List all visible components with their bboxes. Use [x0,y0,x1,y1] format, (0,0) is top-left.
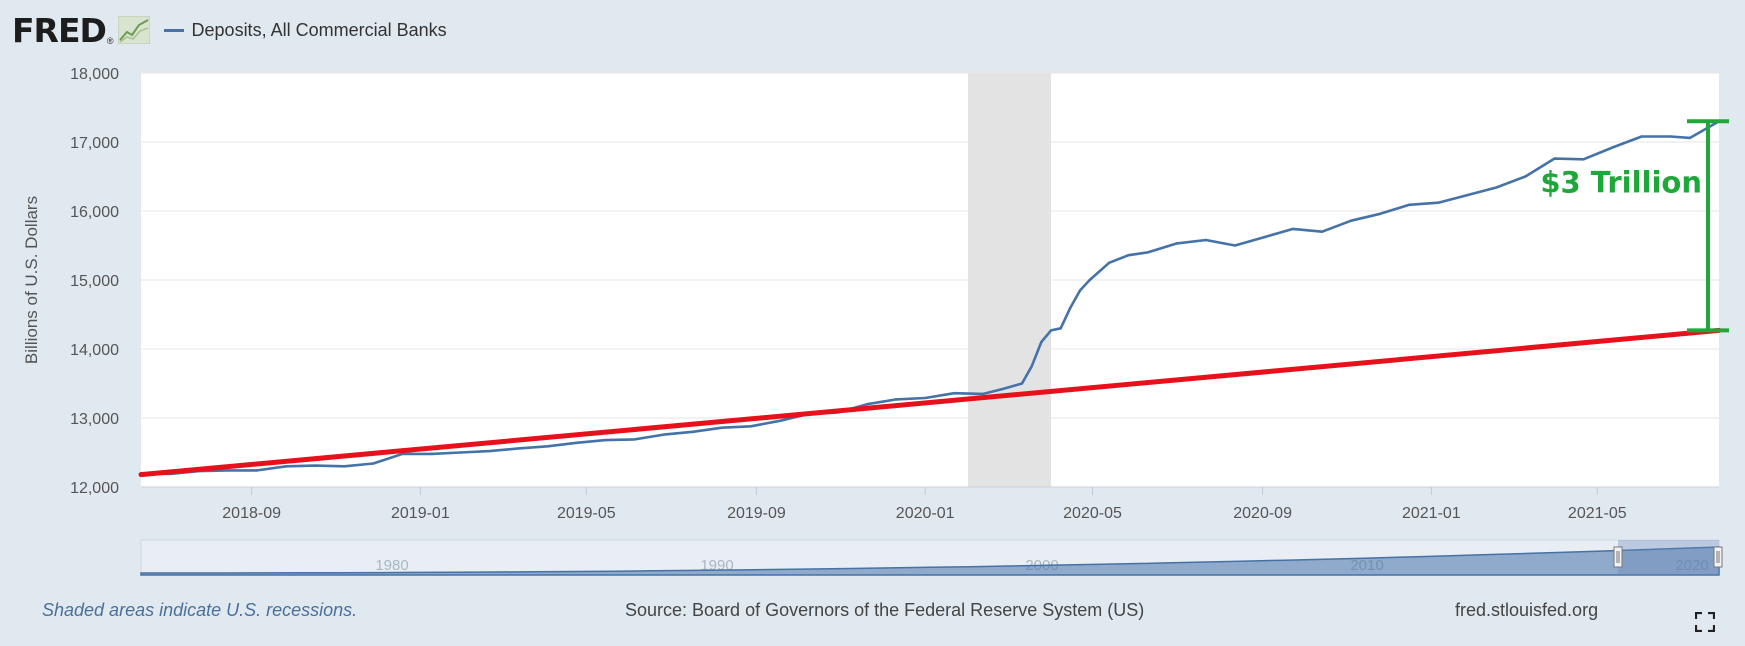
data-point [865,403,869,406]
data-point [633,438,636,441]
x-tick-label: 2021-05 [1568,505,1627,522]
x-tick-label: 2019-09 [727,505,786,522]
data-point [1078,289,1082,292]
navigator-tick-label: 1980 [375,557,408,574]
data-point [1020,382,1024,385]
y-tick-label: 12,000 [70,480,119,497]
data-point [488,449,491,453]
data-point [982,392,985,396]
data-point [1524,175,1527,178]
data-point [1553,157,1556,160]
data-point [1262,236,1266,239]
y-axis-title: Billions of U.S. Dollars [22,196,41,364]
data-point [401,452,404,456]
data-point [720,426,724,429]
data-point [1437,201,1440,204]
data-point [1688,136,1692,140]
site-url[interactable]: fred.stlouisfed.org [1455,600,1599,620]
data-point [575,441,578,445]
data-point [778,419,782,422]
data-point [1495,186,1498,189]
y-tick-label: 17,000 [70,135,119,152]
data-point [894,398,898,401]
data-point [1349,219,1353,222]
chart-header: FRED ® Deposits, All Commercial Banks [12,8,447,52]
data-point [1204,238,1208,242]
data-point [343,465,346,468]
data-point [1001,387,1004,391]
data-point [430,452,433,456]
x-tick-label: 2019-01 [391,505,450,522]
y-tick-label: 18,000 [70,66,119,83]
data-point [1611,146,1614,149]
data-point [691,430,695,433]
y-tick-label: 15,000 [70,273,119,290]
data-point [1107,261,1111,264]
data-point [1291,227,1295,231]
x-tick-label: 2019-05 [557,505,616,522]
data-point [1669,135,1672,138]
y-tick-label: 13,000 [70,411,119,428]
data-point [662,433,665,436]
data-point [1030,365,1033,368]
navigator-handle[interactable] [1613,546,1623,568]
data-point [1088,278,1091,282]
graph-icon [117,16,150,44]
data-point [1049,329,1053,332]
navigator-series [140,546,1720,576]
trend-line [138,327,1722,478]
x-tick-label: 2020-09 [1233,505,1292,522]
data-point [255,469,259,472]
navigator-handle[interactable] [1713,546,1723,568]
data-point [1466,193,1469,197]
data-point [1320,230,1324,233]
x-tick-label: 2021-01 [1402,505,1461,522]
x-tick-label: 2020-01 [896,505,955,522]
x-tick-label: 2018-09 [222,505,281,522]
data-point [1059,327,1062,330]
line-chart: 12,000 13,000 14,000 15,000 16,000 17,000 18,0… [22,66,1729,576]
y-tick-label: 16,000 [70,204,119,221]
data-point [1640,135,1643,138]
source-text: Source: Board of Governors of the Federa… [625,600,1145,620]
data-point [517,447,520,450]
data-point [285,465,288,468]
data-point [1146,251,1150,254]
data-point [1040,340,1043,344]
data-point [604,438,607,442]
data-point [1069,306,1072,309]
annotation-label: $3 Trillion [1540,166,1702,200]
fred-logo[interactable]: FRED [12,10,107,50]
data-point [314,464,317,467]
registered-mark: ® [106,36,114,46]
data-point [1175,242,1179,245]
data-point [923,396,927,400]
legend-swatch [163,28,184,32]
chart-legend[interactable]: Deposits, All Commercial Banks [163,19,447,41]
data-point [1127,253,1130,257]
data-point [1408,203,1411,206]
data-point [953,391,956,395]
y-tick-label: 14,000 [70,342,119,359]
recession-note: Shaded areas indicate U.S. recessions. [42,600,358,620]
data-point [1233,244,1237,247]
data-point [1378,212,1382,215]
data-point [459,451,462,454]
data-point [546,445,549,448]
navigator-selection [1618,540,1719,575]
legend-label: Deposits, All Commercial Banks [191,19,447,40]
fullscreen-icon[interactable] [1695,612,1715,632]
data-point [226,469,230,472]
data-point [372,462,375,465]
data-point [749,425,753,428]
series-line [140,120,1720,476]
x-tick-label: 2020-05 [1063,505,1122,522]
data-point [1582,158,1585,161]
